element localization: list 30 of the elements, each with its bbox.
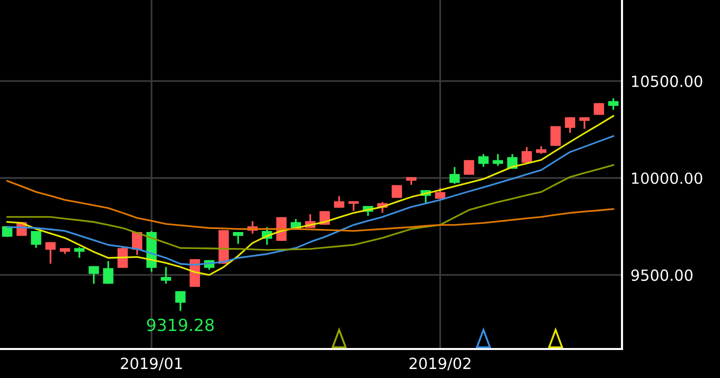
line-series [6, 180, 614, 232]
candlestick [579, 117, 590, 129]
candlestick [334, 196, 344, 208]
candlestick [608, 98, 619, 110]
candlestick [88, 266, 99, 284]
candlestick [464, 160, 474, 175]
candlestick [232, 232, 244, 244]
candlestick [175, 291, 186, 311]
candlestick [492, 154, 504, 166]
y-tick-label: 10500.00 [632, 76, 702, 88]
candlestick [45, 242, 56, 264]
candlestick [449, 167, 460, 184]
candlestick [594, 103, 604, 115]
annotation: 9319.28 [146, 318, 214, 332]
candlestick [564, 117, 576, 133]
candlestick [30, 231, 42, 248]
line-series [6, 135, 614, 266]
candlestick [550, 126, 561, 146]
y-tick-label: 10000.00 [632, 172, 702, 184]
x-tick-label: 2019/02 [410, 358, 470, 370]
candlestick [160, 267, 172, 284]
y-tick-label: 9500.00 [631, 269, 692, 281]
candlestick [392, 185, 402, 198]
line-series [6, 115, 614, 276]
candlestick [103, 261, 114, 284]
candlestick [478, 154, 489, 167]
candlestick [348, 201, 359, 211]
x-tick-label: 2019/01 [120, 358, 182, 370]
line-series [6, 164, 614, 251]
candlestick [522, 147, 532, 163]
